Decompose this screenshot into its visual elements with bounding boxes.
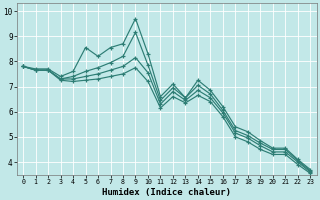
X-axis label: Humidex (Indice chaleur): Humidex (Indice chaleur) <box>102 188 231 197</box>
